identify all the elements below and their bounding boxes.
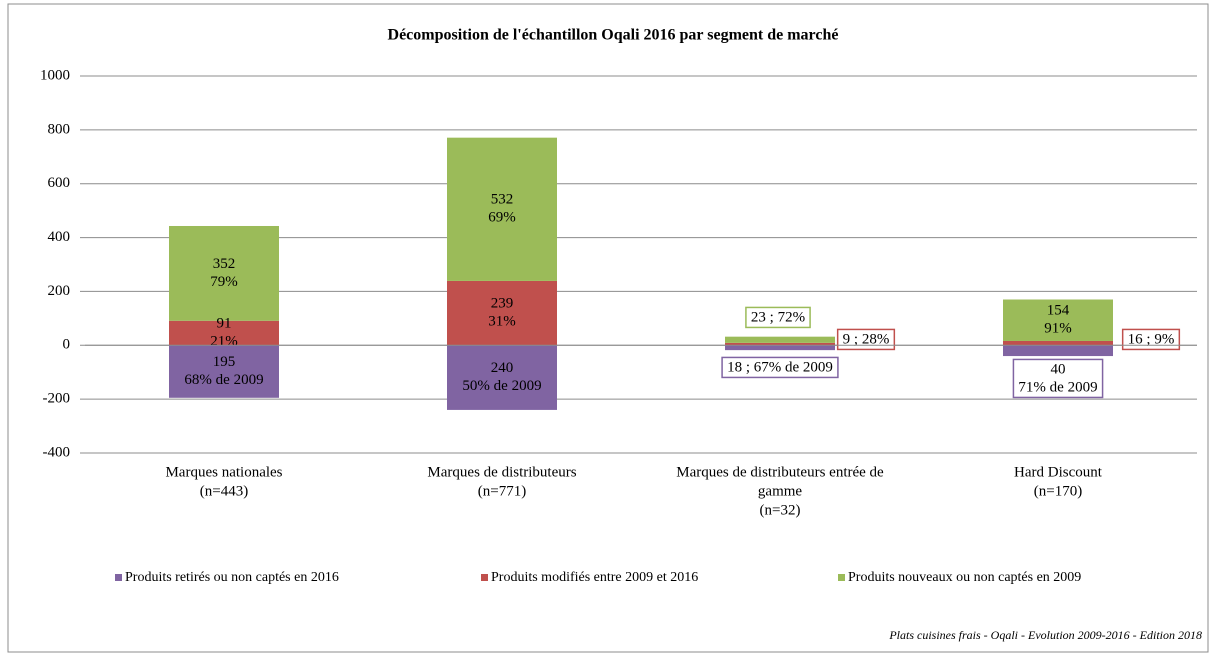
data-label-line: 69% [488, 210, 516, 226]
x-tick-label: Marques de distributeurs [427, 464, 576, 480]
data-label-line: 68% de 2009 [184, 372, 263, 388]
data-label-line: 91% [1044, 321, 1072, 337]
y-tick-label: 400 [48, 229, 71, 245]
y-tick-label: 800 [48, 121, 71, 137]
x-tick-label: Marques nationales [165, 464, 282, 480]
bar-segment [169, 225, 279, 321]
bar-segment [169, 345, 279, 398]
data-label-line: 91 [217, 315, 232, 331]
legend-label: Produits nouveaux ou non captés en 2009 [848, 570, 1081, 585]
footnote: Plats cuisines frais - Oqali - Evolution… [888, 628, 1202, 642]
data-label-line: 195 [213, 354, 236, 370]
data-label: 40 71% de 2009 [1012, 358, 1104, 399]
x-tick-label: (n=170) [1034, 483, 1082, 499]
data-label-line: 18 ; 67% de 2009 [727, 359, 833, 375]
data-label-line: 40 [1051, 361, 1066, 377]
y-tick-label: 600 [48, 175, 71, 191]
data-label-line: 79% [210, 274, 238, 290]
bar-segment [1003, 345, 1113, 357]
bar-segment [725, 342, 835, 346]
legend-swatch [481, 574, 488, 581]
x-tick-label: Hard Discount [1014, 464, 1103, 480]
data-label: 195 68% de 2009 [184, 354, 263, 388]
bar-segment [169, 320, 279, 346]
y-tick-label: 200 [48, 283, 71, 299]
bar-segment [1003, 299, 1113, 341]
data-label: 16 ; 9% [1121, 328, 1181, 351]
data-label-line: 23 ; 72% [751, 309, 805, 325]
bar-segment [447, 345, 557, 410]
data-label-line: 31% [488, 314, 516, 330]
y-tick-label: -400 [43, 444, 71, 460]
data-label: 18 ; 67% de 2009 [721, 356, 839, 379]
legend-swatch [838, 574, 845, 581]
data-label-line: 71% de 2009 [1018, 379, 1097, 395]
data-label-line: 9 ; 28% [843, 331, 890, 347]
bar-segment [725, 345, 835, 351]
x-tick-label: (n=32) [760, 502, 801, 518]
data-label-line: 21% [210, 333, 238, 349]
x-tick-label: Marques de distributeurs entrée de [676, 464, 884, 480]
label-box [836, 328, 896, 351]
data-label-line: 154 [1047, 303, 1070, 319]
x-tick-label: (n=771) [478, 483, 526, 499]
x-tick-label: gamme [758, 483, 802, 499]
label-box [721, 356, 839, 379]
data-label-line: 240 [491, 360, 514, 376]
data-label-line: 50% de 2009 [462, 378, 541, 394]
bar-segment [1003, 340, 1113, 346]
label-box [745, 306, 811, 329]
bar-segment [725, 336, 835, 343]
bar-segment [447, 280, 557, 346]
legend-swatch [115, 574, 122, 581]
data-label-line: 352 [213, 256, 236, 272]
legend-label: Produits retirés ou non captés en 2016 [125, 570, 339, 585]
bar-segment [447, 137, 557, 281]
data-label: 240 50% de 2009 [462, 360, 541, 394]
label-box [1121, 328, 1181, 351]
y-tick-label: 0 [63, 337, 71, 353]
x-tick-label: (n=443) [200, 483, 248, 499]
data-label: 9 ; 28% [836, 328, 896, 351]
y-tick-label: -200 [43, 391, 71, 407]
data-label: 23 ; 72% [745, 306, 811, 329]
legend-label: Produits modifiés entre 2009 et 2016 [491, 570, 698, 585]
y-tick-label: 1000 [40, 67, 70, 83]
data-label-line: 532 [491, 192, 514, 208]
label-box [1012, 358, 1104, 399]
chart-title: Décomposition de l'échantillon Oqali 201… [388, 27, 839, 44]
data-label-line: 239 [491, 296, 514, 312]
data-label-line: 16 ; 9% [1128, 331, 1175, 347]
